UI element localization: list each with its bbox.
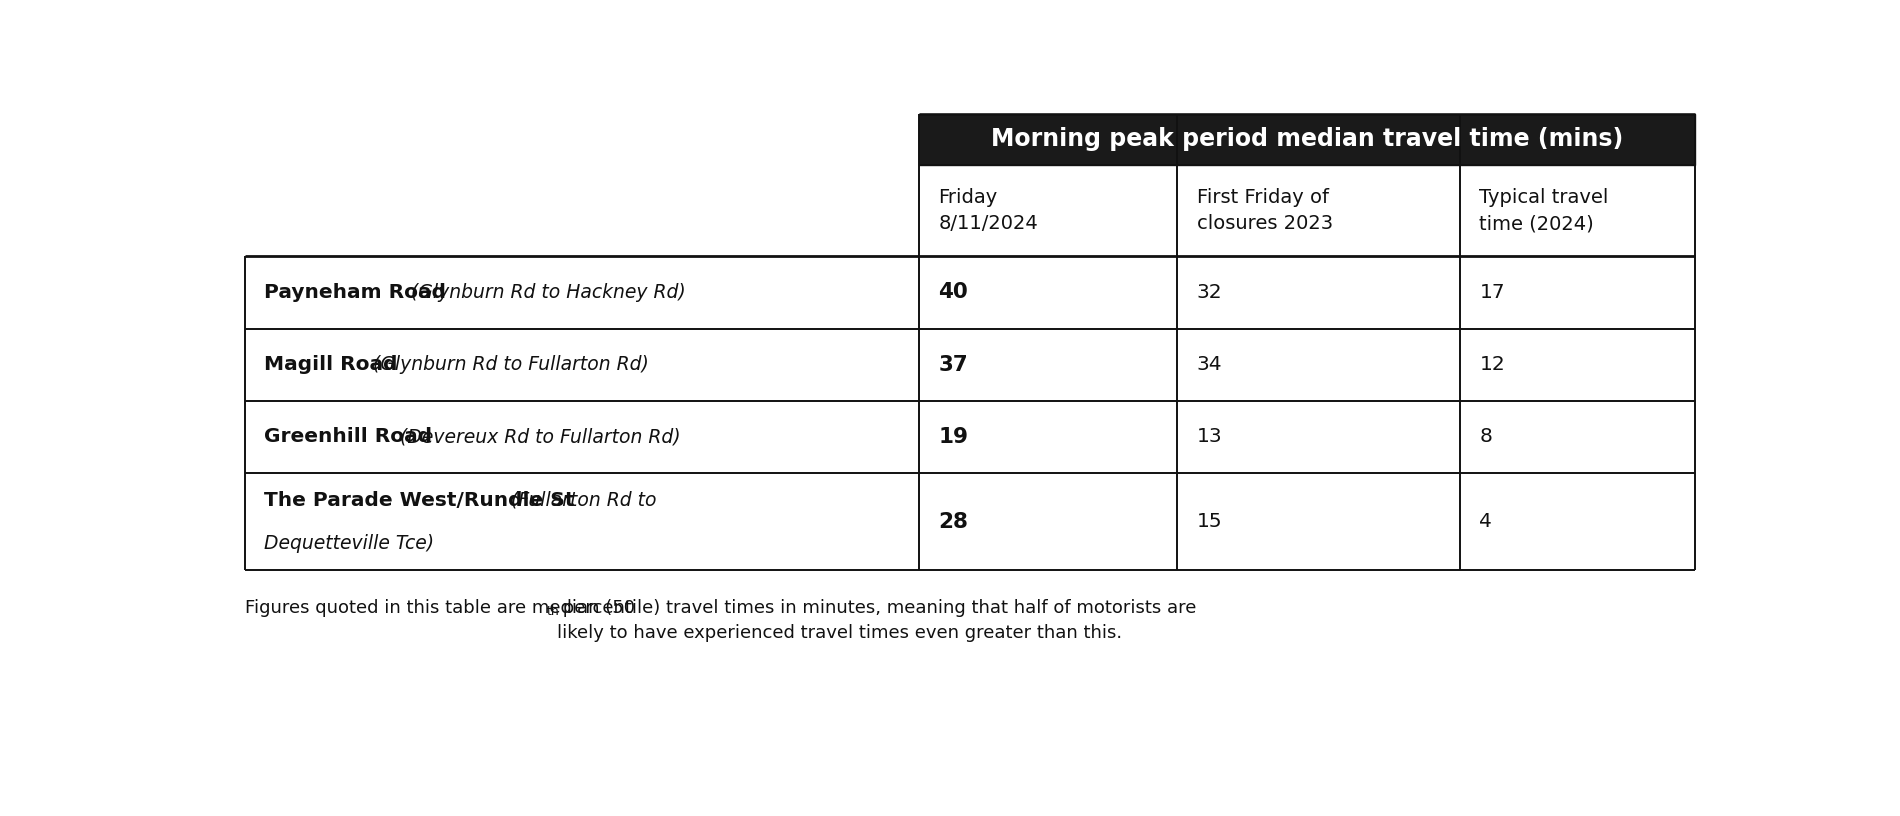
Text: 12: 12 <box>1480 355 1505 375</box>
Text: Payneham Road: Payneham Road <box>264 283 446 302</box>
Text: 17: 17 <box>1480 283 1505 302</box>
Text: 4: 4 <box>1480 512 1492 531</box>
Text: 40: 40 <box>939 282 969 303</box>
Text: (Devereux Rd to Fullarton Rd): (Devereux Rd to Fullarton Rd) <box>395 428 680 446</box>
Text: (Fullarton Rd to: (Fullarton Rd to <box>505 490 656 510</box>
Bar <box>920 113 1695 165</box>
Text: First Friday of
closures 2023: First Friday of closures 2023 <box>1197 188 1332 233</box>
Text: 19: 19 <box>939 427 969 447</box>
Text: 13: 13 <box>1197 428 1222 446</box>
Text: 37: 37 <box>939 355 969 375</box>
Text: 15: 15 <box>1197 512 1222 531</box>
Text: Figures quoted in this table are median (50: Figures quoted in this table are median … <box>245 599 635 617</box>
Text: Morning peak period median travel time (mins): Morning peak period median travel time (… <box>992 127 1623 152</box>
Text: Typical travel
time (2024): Typical travel time (2024) <box>1480 188 1609 233</box>
Text: 32: 32 <box>1197 283 1222 302</box>
Text: Dequetteville Tce): Dequetteville Tce) <box>264 534 433 552</box>
Text: 8: 8 <box>1480 428 1492 446</box>
Text: 34: 34 <box>1197 355 1222 375</box>
Text: th: th <box>547 605 560 618</box>
Text: 28: 28 <box>939 512 969 532</box>
Text: Greenhill Road: Greenhill Road <box>264 428 431 446</box>
Text: The Parade West/Rundle St: The Parade West/Rundle St <box>264 490 574 510</box>
Text: Friday
8/11/2024: Friday 8/11/2024 <box>939 188 1037 233</box>
Text: (Glynburn Rd to Fullarton Rd): (Glynburn Rd to Fullarton Rd) <box>367 355 650 375</box>
Text: Magill Road: Magill Road <box>264 355 397 375</box>
Text: (Glynburn Rd to Hackney Rd): (Glynburn Rd to Hackney Rd) <box>405 283 686 302</box>
Text: percentile) travel times in minutes, meaning that half of motorists are
likely t: percentile) travel times in minutes, mea… <box>557 599 1197 641</box>
